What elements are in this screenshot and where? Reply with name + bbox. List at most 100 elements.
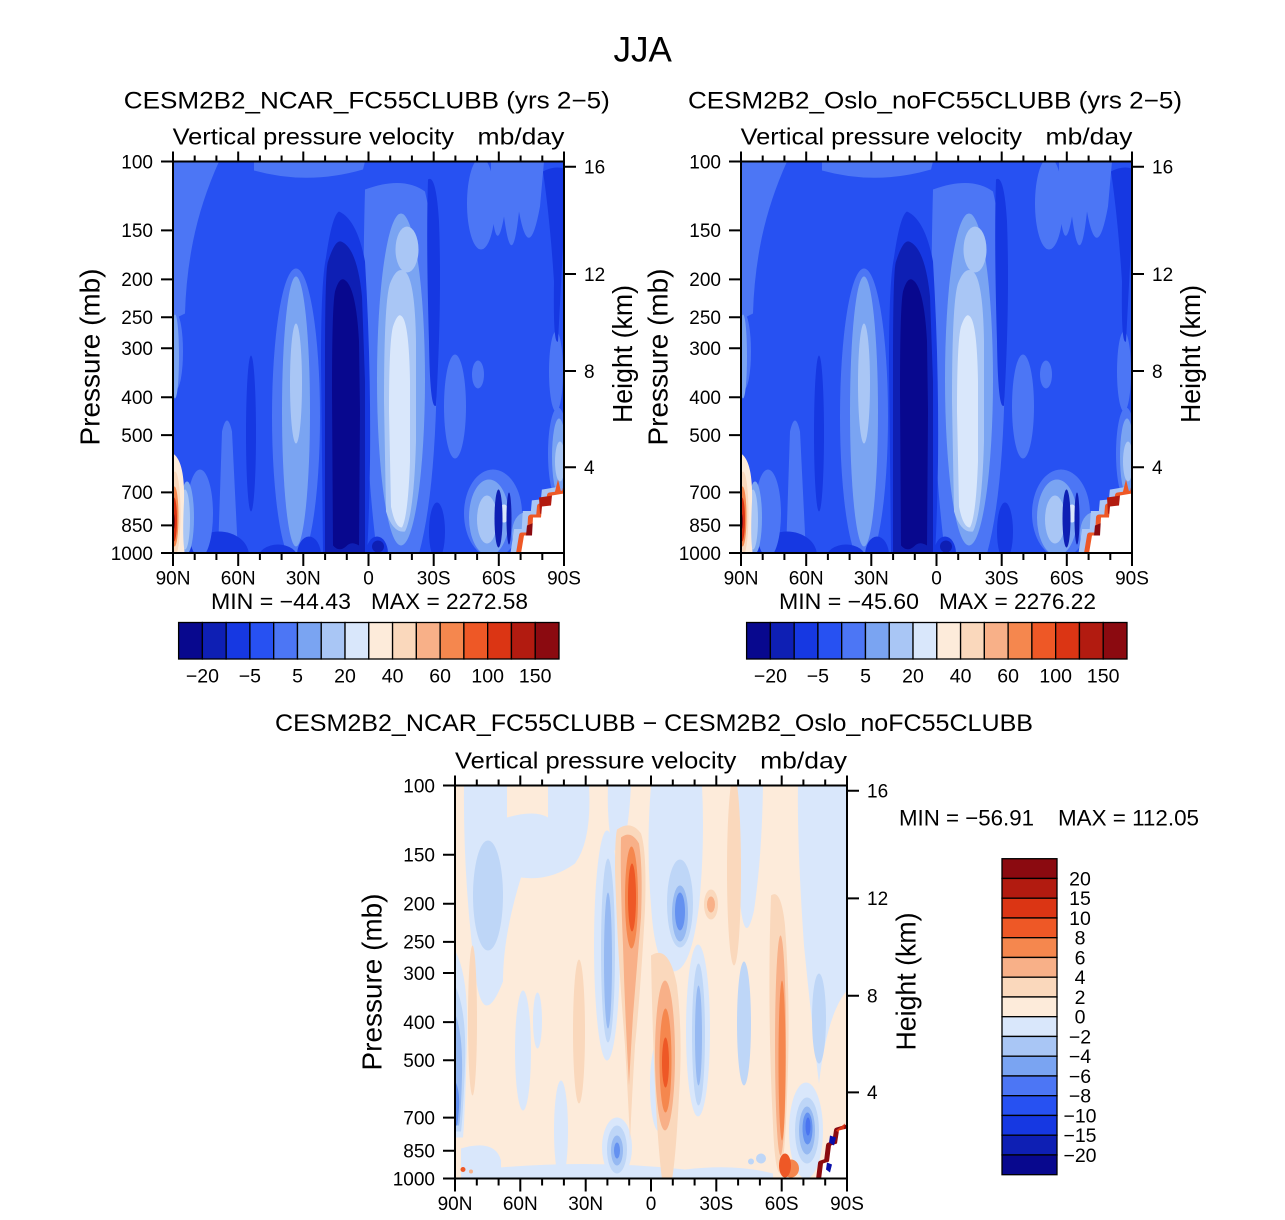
svg-text:300: 300 — [403, 964, 435, 985]
svg-text:MAX = 112.05: MAX = 112.05 — [1058, 806, 1199, 831]
svg-text:60N: 60N — [503, 1194, 538, 1215]
svg-text:Pressure (mb): Pressure (mb) — [75, 269, 106, 446]
svg-text:2: 2 — [1075, 987, 1086, 1009]
svg-text:40: 40 — [950, 666, 972, 688]
svg-text:100: 100 — [471, 666, 504, 688]
svg-text:Height (km): Height (km) — [891, 913, 922, 1051]
svg-text:0: 0 — [931, 569, 942, 590]
svg-text:0: 0 — [363, 569, 374, 590]
svg-text:20: 20 — [1069, 869, 1091, 891]
svg-text:12: 12 — [584, 265, 605, 286]
svg-text:CESM2B2_Oslo_noFC55CLUBB (yrs: CESM2B2_Oslo_noFC55CLUBB (yrs 2−5) — [688, 88, 1182, 115]
svg-text:Height (km): Height (km) — [607, 285, 638, 423]
svg-text:90S: 90S — [1115, 569, 1149, 590]
svg-text:400: 400 — [403, 1013, 435, 1034]
svg-text:700: 700 — [689, 483, 721, 504]
svg-text:100: 100 — [121, 152, 153, 173]
svg-text:700: 700 — [121, 483, 153, 504]
svg-text:MIN = −44.43: MIN = −44.43 — [211, 589, 351, 614]
svg-text:−15: −15 — [1063, 1125, 1096, 1147]
svg-text:5: 5 — [860, 666, 871, 688]
svg-text:30N: 30N — [568, 1194, 603, 1215]
svg-text:90N: 90N — [156, 569, 191, 590]
svg-text:300: 300 — [689, 339, 721, 360]
svg-text:200: 200 — [689, 270, 721, 291]
svg-text:60S: 60S — [482, 569, 516, 590]
svg-text:15: 15 — [1069, 888, 1091, 910]
svg-text:6: 6 — [1075, 948, 1086, 970]
svg-text:−2: −2 — [1069, 1027, 1091, 1049]
svg-text:−4: −4 — [1069, 1046, 1091, 1068]
svg-text:16: 16 — [584, 158, 605, 179]
svg-text:90S: 90S — [830, 1194, 864, 1215]
svg-text:60S: 60S — [765, 1194, 799, 1215]
svg-text:40: 40 — [382, 666, 404, 688]
svg-text:Vertical pressure velocity: Vertical pressure velocity — [173, 123, 455, 149]
svg-text:CESM2B2_NCAR_FC55CLUBB (yrs 2−: CESM2B2_NCAR_FC55CLUBB (yrs 2−5) — [124, 88, 610, 115]
svg-text:16: 16 — [867, 782, 888, 803]
svg-text:30S: 30S — [417, 569, 451, 590]
svg-text:60: 60 — [429, 666, 451, 688]
svg-text:−5: −5 — [807, 666, 829, 688]
svg-text:Vertical pressure velocity: Vertical pressure velocity — [455, 747, 737, 773]
svg-text:700: 700 — [403, 1108, 435, 1129]
svg-text:60N: 60N — [789, 569, 824, 590]
svg-text:Height (km): Height (km) — [1175, 285, 1206, 423]
svg-text:10: 10 — [1069, 908, 1091, 930]
svg-text:MAX = 2276.22: MAX = 2276.22 — [939, 589, 1096, 614]
svg-text:20: 20 — [334, 666, 356, 688]
svg-text:0: 0 — [646, 1194, 657, 1215]
svg-text:200: 200 — [403, 895, 435, 916]
svg-text:500: 500 — [121, 426, 153, 447]
svg-text:mb/day: mb/day — [760, 747, 847, 773]
svg-text:30S: 30S — [699, 1194, 733, 1215]
svg-text:−6: −6 — [1069, 1066, 1091, 1088]
svg-text:60S: 60S — [1050, 569, 1084, 590]
svg-text:−8: −8 — [1069, 1086, 1091, 1108]
svg-text:12: 12 — [1152, 265, 1173, 286]
svg-text:60N: 60N — [221, 569, 256, 590]
svg-text:100: 100 — [403, 776, 435, 797]
svg-text:400: 400 — [689, 388, 721, 409]
svg-text:MAX = 2272.58: MAX = 2272.58 — [371, 589, 528, 614]
svg-text:mb/day: mb/day — [478, 123, 565, 149]
svg-text:150: 150 — [121, 221, 153, 242]
svg-text:−20: −20 — [186, 666, 219, 688]
svg-text:20: 20 — [902, 666, 924, 688]
svg-text:8: 8 — [867, 987, 878, 1008]
svg-text:90N: 90N — [438, 1194, 473, 1215]
svg-text:Pressure (mb): Pressure (mb) — [643, 269, 674, 446]
svg-text:850: 850 — [121, 516, 153, 537]
svg-text:−10: −10 — [1063, 1106, 1096, 1128]
svg-text:90S: 90S — [547, 569, 581, 590]
svg-text:200: 200 — [121, 270, 153, 291]
svg-text:100: 100 — [1039, 666, 1072, 688]
svg-text:12: 12 — [867, 889, 888, 910]
svg-text:−20: −20 — [754, 666, 787, 688]
svg-text:5: 5 — [292, 666, 303, 688]
svg-text:16: 16 — [1152, 158, 1173, 179]
svg-text:150: 150 — [403, 846, 435, 867]
svg-text:300: 300 — [121, 339, 153, 360]
svg-text:Vertical pressure velocity: Vertical pressure velocity — [741, 123, 1023, 149]
svg-text:30N: 30N — [286, 569, 321, 590]
svg-text:500: 500 — [403, 1051, 435, 1072]
svg-text:4: 4 — [1075, 967, 1086, 989]
svg-text:30S: 30S — [985, 569, 1019, 590]
svg-text:250: 250 — [403, 933, 435, 954]
svg-text:4: 4 — [1152, 458, 1163, 479]
svg-text:1000: 1000 — [679, 544, 721, 565]
svg-text:500: 500 — [689, 426, 721, 447]
svg-text:250: 250 — [121, 308, 153, 329]
svg-text:400: 400 — [121, 388, 153, 409]
svg-text:8: 8 — [584, 362, 595, 383]
svg-text:4: 4 — [584, 458, 595, 479]
svg-text:100: 100 — [689, 152, 721, 173]
svg-text:−20: −20 — [1063, 1145, 1096, 1167]
svg-text:90N: 90N — [724, 569, 759, 590]
svg-text:150: 150 — [689, 221, 721, 242]
svg-text:60: 60 — [997, 666, 1019, 688]
svg-text:8: 8 — [1152, 362, 1163, 383]
svg-text:Pressure (mb): Pressure (mb) — [357, 894, 388, 1071]
svg-text:mb/day: mb/day — [1046, 123, 1133, 149]
